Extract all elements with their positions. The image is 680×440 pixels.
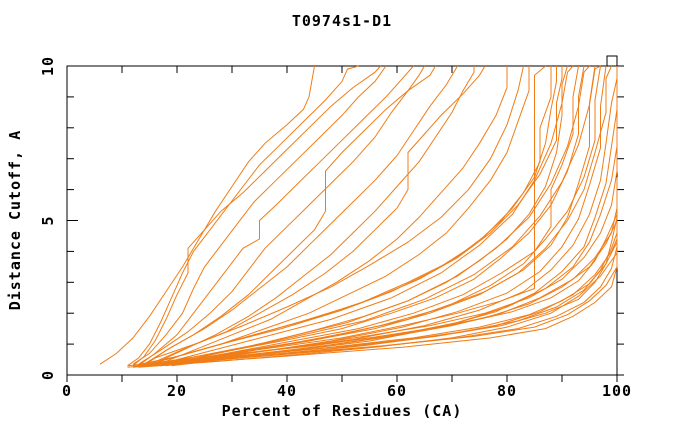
- model-curve: [138, 65, 414, 367]
- model-curve: [160, 65, 579, 367]
- model-curve: [165, 66, 557, 361]
- corner-notch-icon: [606, 55, 618, 67]
- model-curve: [143, 65, 458, 365]
- page-title: T0974s1-D1: [291, 12, 393, 30]
- model-curve: [182, 65, 590, 362]
- x-tick-label: 60: [387, 382, 407, 400]
- model-curve: [132, 238, 618, 367]
- x-tick-label: 80: [497, 382, 517, 400]
- y-tick-label: 0: [39, 370, 57, 380]
- x-tick-label: 100: [602, 382, 632, 400]
- model-curve: [149, 245, 618, 365]
- model-curve: [99, 65, 315, 365]
- model-curve: [149, 66, 475, 367]
- model-curve: [171, 69, 618, 367]
- model-curve: [143, 65, 546, 367]
- model-curve: [132, 65, 381, 367]
- model-curve: [154, 66, 508, 367]
- model-curve: [176, 65, 574, 361]
- model-curve: [143, 65, 436, 367]
- model-curve: [165, 66, 618, 365]
- model-curve: [160, 66, 552, 362]
- model-curve: [187, 65, 601, 361]
- model-curve: [127, 207, 618, 368]
- y-tick-label: 10: [39, 56, 57, 76]
- model-curve: [154, 65, 612, 365]
- x-tick-label: 20: [167, 382, 187, 400]
- model-curve: [154, 65, 601, 367]
- model-curve: [154, 65, 524, 359]
- x-tick-label: 0: [62, 382, 72, 400]
- model-curve: [149, 65, 585, 365]
- model-curve: [160, 65, 596, 365]
- model-curve: [149, 246, 618, 367]
- model-curve: [143, 220, 618, 365]
- model-curve: [149, 65, 486, 365]
- model-curve: [132, 65, 387, 365]
- x-tick-label: 40: [277, 382, 297, 400]
- x-axis-label: Percent of Residues (CA): [221, 402, 463, 420]
- model-curve: [154, 249, 618, 367]
- model-curve: [127, 65, 359, 367]
- model-curve: [132, 66, 530, 367]
- model-curve: [165, 65, 607, 367]
- model-curve: [138, 242, 618, 368]
- model-curve: [138, 65, 425, 365]
- y-tick-label: 5: [39, 215, 57, 225]
